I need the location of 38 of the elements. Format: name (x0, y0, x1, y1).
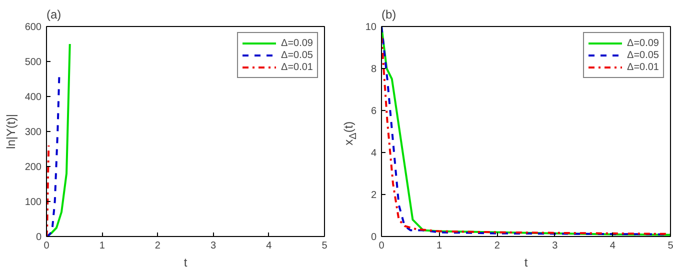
x-tick-label: 4 (610, 240, 616, 252)
x-tick-label: 2 (494, 240, 500, 252)
x-axis-title: t (524, 256, 528, 270)
x-tick-label: 1 (99, 240, 106, 252)
legend-label: Δ=0.01 (627, 61, 659, 73)
x-tick-label: 4 (266, 240, 272, 252)
y-tick-label: 0 (36, 232, 42, 243)
y-tick-label: 400 (24, 92, 42, 103)
line-series (46, 144, 50, 236)
x-tick-label: 3 (210, 240, 217, 252)
x-tick-label: 3 (552, 240, 558, 252)
line-series (46, 43, 71, 236)
legend-label: Δ=0.05 (627, 49, 659, 61)
x-tick-label: 2 (154, 240, 161, 252)
x-tick-label: 5 (668, 240, 673, 252)
legend-label: Δ=0.05 (281, 49, 313, 61)
y-tick-label: 300 (24, 127, 42, 138)
chart-title: (a) (46, 8, 62, 22)
x-tick-label: 0 (44, 240, 50, 252)
chart-title: (b) (382, 8, 396, 22)
y-tick-label: 600 (24, 22, 42, 33)
y-tick-label: 2 (370, 190, 377, 201)
y-tick-label: 8 (370, 64, 377, 75)
y-tick-label: 0 (370, 232, 377, 243)
x-tick-label: 0 (378, 240, 385, 252)
y-tick-label: 10 (365, 22, 377, 33)
x-axis-title: t (184, 256, 188, 270)
y-tick-label: 6 (370, 106, 377, 117)
legend-label: Δ=0.09 (627, 37, 659, 49)
y-tick-label: 100 (24, 197, 42, 208)
legend-label: Δ=0.09 (281, 37, 313, 49)
y-axis-title: ln|Y(t)| (4, 114, 18, 149)
legend-label: Δ=0.01 (281, 61, 313, 73)
y-tick-label: 500 (24, 57, 42, 68)
x-tick-label: 5 (322, 240, 328, 252)
x-tick-label: 1 (436, 240, 443, 252)
y-tick-label: 4 (370, 148, 377, 159)
y-tick-label: 200 (24, 162, 42, 173)
